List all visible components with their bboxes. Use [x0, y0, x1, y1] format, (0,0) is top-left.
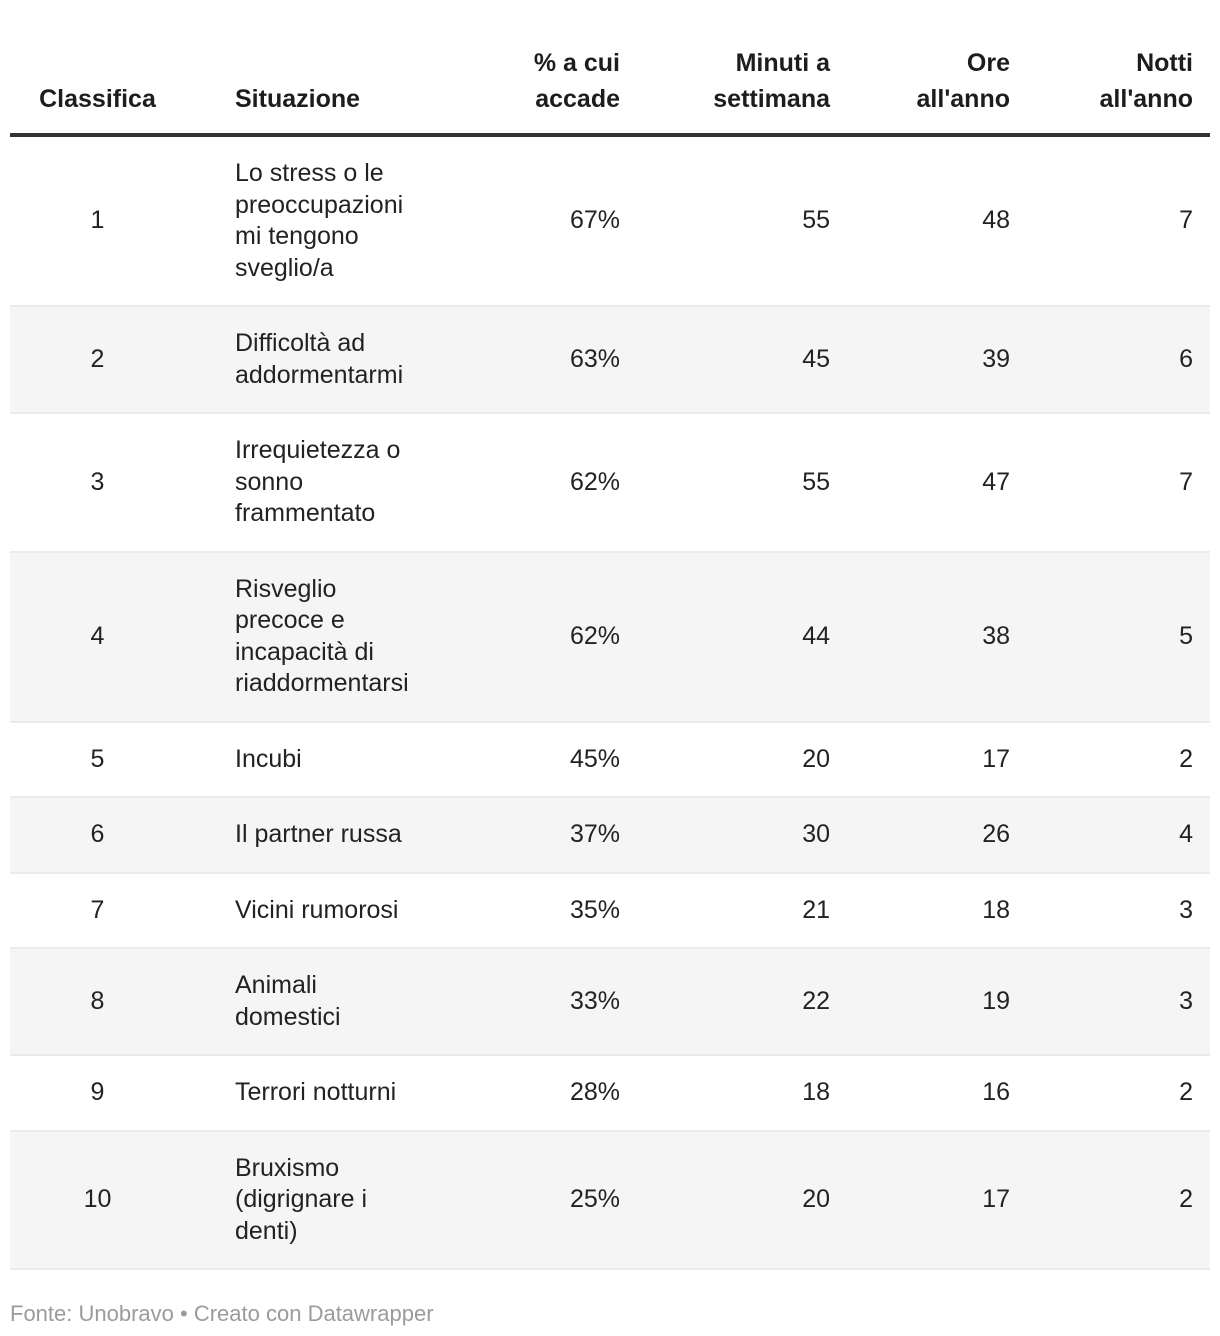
cell-minutes-week: 18 [802, 1078, 830, 1106]
cell-percent: 45% [569, 744, 620, 773]
cell-situation: Lo stress o le preoccupazioni mi tengono… [235, 159, 404, 282]
cell-minutes-week: 20 [802, 744, 830, 773]
col-header-situazione: Situazione [185, 0, 425, 137]
cell-nights-year: 7 [1179, 467, 1193, 496]
cell-percent: 62% [569, 621, 620, 650]
source-label: Fonte: [10, 1301, 73, 1326]
table-row: 1 Lo stress o le preoccupazioni mi tengo… [10, 135, 1210, 306]
cell-minutes-week: 20 [802, 1185, 830, 1213]
cell-rank: 8 [90, 986, 105, 1015]
cell-situation: Irrequietezza o sonno frammentato [235, 436, 401, 527]
table-row: 6 Il partner russa 37% 30 26 4 [10, 797, 1210, 873]
cell-percent: 25% [569, 1185, 620, 1213]
cell-rank: 3 [90, 467, 105, 496]
cell-nights-year: 3 [1179, 895, 1193, 924]
cell-nights-year: 7 [1179, 206, 1193, 235]
cell-rank: 7 [90, 895, 105, 924]
table-row: 7 Vicini rumorosi 35% 21 18 3 [10, 873, 1210, 948]
table-row: 8 Animali domestici 33% 22 19 3 [10, 948, 1210, 1055]
col-header-minuti-settimana: Minuti a settimana [625, 0, 835, 137]
cell-hours-year: 18 [982, 895, 1010, 924]
cell-situation: Terrori notturni [235, 1078, 397, 1106]
cell-hours-year: 19 [982, 986, 1010, 1015]
cell-hours-year: 39 [982, 344, 1010, 373]
cell-situation: Animali domestici [235, 971, 341, 1031]
cell-hours-year: 16 [982, 1078, 1010, 1106]
cell-rank: 10 [83, 1185, 112, 1213]
cell-rank: 6 [90, 820, 105, 848]
cell-situation: Risveglio precoce e incapacità di riaddo… [235, 574, 409, 698]
attribution-link[interactable]: Creato con Datawrapper [193, 1301, 434, 1326]
cell-percent: 35% [569, 895, 620, 924]
cell-percent: 63% [569, 344, 620, 373]
col-header-notti-anno: Notti all'anno [1015, 0, 1210, 137]
cell-nights-year: 2 [1179, 1078, 1193, 1106]
header-row: Classifica Situazione % a cui accade Min… [10, 0, 1210, 137]
source-link[interactable]: Unobravo [78, 1301, 174, 1326]
cell-minutes-week: 45 [802, 344, 830, 373]
table-row: 3 Irrequietezza o sonno frammentato 62% … [10, 413, 1210, 552]
cell-hours-year: 48 [982, 206, 1010, 235]
sleep-disruption-table: Classifica Situazione % a cui accade Min… [10, 0, 1210, 1270]
cell-nights-year: 2 [1179, 1185, 1193, 1213]
cell-nights-year: 3 [1179, 986, 1193, 1015]
cell-situation: Il partner russa [235, 820, 402, 848]
cell-rank: 4 [90, 621, 105, 650]
cell-nights-year: 2 [1179, 744, 1193, 773]
table-row: 2 Difficoltà ad addormentarmi 63% 45 39 … [10, 306, 1210, 413]
table-row: 4 Risveglio precoce e incapacità di riad… [10, 551, 1210, 722]
cell-nights-year: 6 [1179, 344, 1193, 373]
cell-minutes-week: 21 [802, 895, 830, 924]
cell-rank: 9 [90, 1078, 105, 1106]
cell-percent: 33% [569, 986, 620, 1015]
cell-minutes-week: 30 [802, 820, 830, 848]
col-header-ore-anno: Ore all'anno [835, 0, 1015, 137]
footer: Fonte: Unobravo • Creato con Datawrapper [10, 1300, 1220, 1328]
cell-situation: Difficoltà ad addormentarmi [235, 329, 404, 389]
cell-hours-year: 17 [982, 744, 1010, 773]
cell-minutes-week: 55 [802, 467, 830, 496]
col-header-percent: % a cui accade [425, 0, 625, 137]
table-row: 9 Terrori notturni 28% 18 16 2 [10, 1055, 1210, 1131]
cell-situation: Bruxismo (digrignare i denti) [235, 1153, 368, 1245]
cell-nights-year: 5 [1179, 621, 1193, 650]
table-row: 10 Bruxismo (digrignare i denti) 25% 20 … [10, 1130, 1210, 1269]
cell-nights-year: 4 [1179, 820, 1193, 848]
cell-minutes-week: 22 [802, 986, 830, 1015]
cell-hours-year: 17 [982, 1185, 1010, 1213]
cell-situation: Vicini rumorosi [235, 895, 399, 924]
cell-rank: 5 [90, 744, 105, 773]
cell-hours-year: 47 [982, 467, 1010, 496]
table-row: 5 Incubi 45% 20 17 2 [10, 722, 1210, 797]
cell-percent: 67% [569, 206, 620, 235]
cell-rank: 2 [90, 344, 105, 373]
cell-situation: Incubi [235, 744, 302, 773]
cell-hours-year: 38 [982, 621, 1010, 650]
cell-minutes-week: 44 [802, 621, 830, 650]
cell-percent: 28% [569, 1078, 620, 1106]
cell-rank: 1 [90, 206, 105, 235]
cell-percent: 62% [569, 467, 620, 496]
cell-percent: 37% [569, 820, 620, 848]
cell-minutes-week: 55 [802, 206, 830, 235]
footer-separator-dot: • [180, 1301, 188, 1326]
cell-hours-year: 26 [982, 820, 1010, 848]
col-header-classifica: Classifica [10, 0, 185, 137]
